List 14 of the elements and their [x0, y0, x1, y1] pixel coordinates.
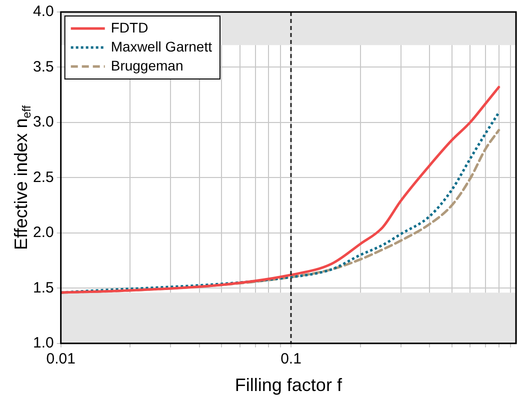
x-tick-label: 0.1	[280, 350, 302, 368]
x-tick-label: 0.01	[46, 350, 76, 368]
legend-label: Bruggeman	[110, 57, 184, 74]
y-tick-label: 3.5	[32, 58, 54, 76]
y-tick-label: 3.0	[32, 114, 54, 131]
x-axis-title: Filling factor f	[234, 375, 343, 396]
y-axis-title: Effective index neff	[10, 104, 34, 250]
legend-label: FDTD	[110, 19, 148, 36]
y-tick-label: 4.0	[32, 3, 54, 20]
y-tick-label: 1.5	[32, 279, 54, 296]
y-tick-label: 2.0	[32, 224, 54, 242]
y-tick-label: 2.5	[32, 168, 54, 186]
y-tick-label: 1.0	[32, 334, 54, 352]
legend-label: Maxwell Garnett	[110, 38, 212, 54]
